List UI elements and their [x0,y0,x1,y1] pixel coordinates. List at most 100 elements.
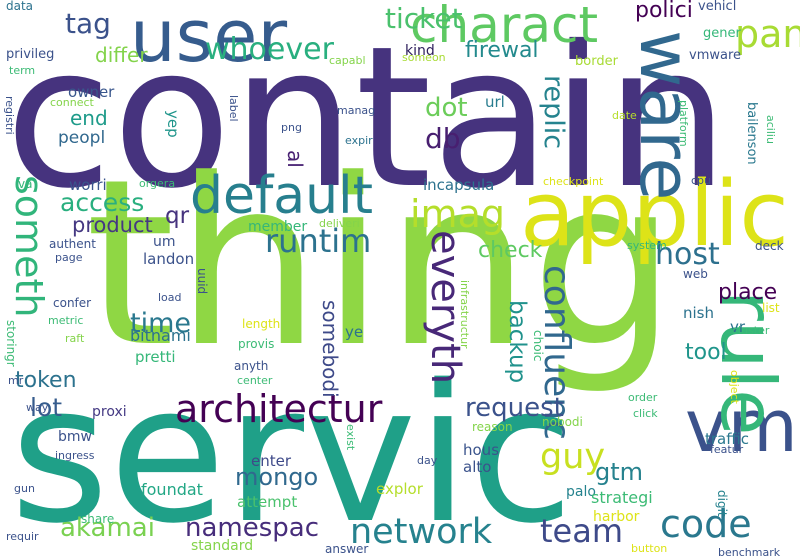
word-exist: exist [344,424,357,451]
word-token: token [15,368,77,393]
word-foundat: foundat [141,480,203,499]
word-kind: kind [405,43,435,59]
word-url: url [485,93,505,111]
word-click: click [633,407,658,420]
word-expir: expir [345,134,373,147]
word-png: png [281,121,302,134]
word-proxi: proxi [92,404,127,420]
word-privileg: privileg [6,47,55,62]
word-hous: hous [463,441,500,459]
word-check: check [478,238,543,263]
word-whoever: whoever [205,32,334,67]
word-dot: dot [425,93,468,123]
word-attempt: attempt [237,493,298,511]
word-connect: connect [50,96,94,109]
word-vm: vm [685,384,798,468]
word-qr: qr [165,203,190,229]
word-standard: standard [191,538,254,554]
word-firewal: firewal [465,38,539,63]
word-storingr: storingr [4,320,18,367]
word-vmware: vmware [689,48,742,63]
word-gener: gener [703,26,741,41]
word-raft: raft [65,332,85,345]
word-day: day [417,454,438,467]
word-center: center [237,374,273,387]
word-request: request [465,393,564,423]
word-aciliu: aciliu [764,115,777,144]
word-backup: backup [504,300,530,384]
word-tool: tool [685,340,727,365]
word-infrastructur: infrastructur [458,280,471,349]
word-share: share [81,512,115,526]
word-explor: explor [376,480,423,498]
word-requir: requir [6,530,39,543]
word-strategi: strategi [591,488,653,507]
word-length: length [242,317,281,331]
word-runtim: runtim [265,222,372,260]
word-polici: polici [635,0,693,23]
word-checkpoint: checkpoint [543,175,604,188]
word-bailenson: bailenson [744,102,759,165]
word-system: system [627,239,667,252]
word-nish: nish [683,304,714,322]
word-applic: applic [520,162,789,267]
word-mongo: mongo [235,463,319,491]
word-servic: servic [10,344,574,560]
word-somebodi: somebodi [318,300,342,398]
word-host: host [655,237,720,272]
word-manag: manag [337,104,376,117]
word-ticket: ticket [385,2,463,35]
word-button: button [631,542,668,555]
word-digit: digit [715,490,729,517]
word-benchmark: benchmark [718,546,781,559]
word-harbor: harbor [593,509,640,525]
word-someth: someth [7,175,51,318]
word-peopl: peopl [58,128,106,148]
word-akamai: akamai [60,513,155,543]
word-thing: thing [85,131,677,398]
word-cluster: cluster [732,324,770,337]
word-bitnami: bitnami [130,326,191,345]
word-data: data [6,0,34,13]
word-va: va [18,177,33,191]
word-namespac: namespac [185,513,320,543]
word-provis: provis [238,337,275,351]
word-yep: yep [164,110,182,138]
word-team: team [540,512,624,550]
word-authent: authent [49,237,96,251]
word-everyth: everyth [422,230,468,385]
word-platform: platform [677,100,690,147]
word-worri: worri [69,176,107,194]
word-al: al [283,150,307,168]
word-reason: reason [472,420,513,434]
word-orgera: orgera [139,177,176,190]
word-code: code [660,502,752,546]
word-traffic: traffic [705,430,749,448]
word-default: default [190,166,373,226]
word-load: load [158,291,182,304]
word-date: date [612,109,637,122]
word-ye: ye [345,323,364,341]
word-um: um [153,234,176,250]
word-time: time [130,308,192,339]
word-network: network [350,512,493,552]
word-palo: palo [566,484,596,500]
word-differ: differ [95,43,148,67]
word-answer: answer [325,542,369,556]
word-tag: tag [65,7,111,40]
word-pan: pan [735,12,800,56]
word-confluenc: confluenc [536,265,577,440]
word-place: place [718,280,778,305]
word-border: border [575,54,618,69]
word-charact: charact [410,0,599,54]
word-choic: choic [531,330,545,362]
word-anyth: anyth [234,359,269,373]
word-list: list [762,301,780,315]
word-imag: imag [410,192,505,236]
word-deliveri: deliveri [319,217,360,230]
word-deck: deck [755,239,784,253]
word-rule: rule [704,290,792,436]
word-architectur: architectur [175,387,383,431]
word-object: object [728,370,741,404]
word-bmw: bmw [58,429,92,445]
